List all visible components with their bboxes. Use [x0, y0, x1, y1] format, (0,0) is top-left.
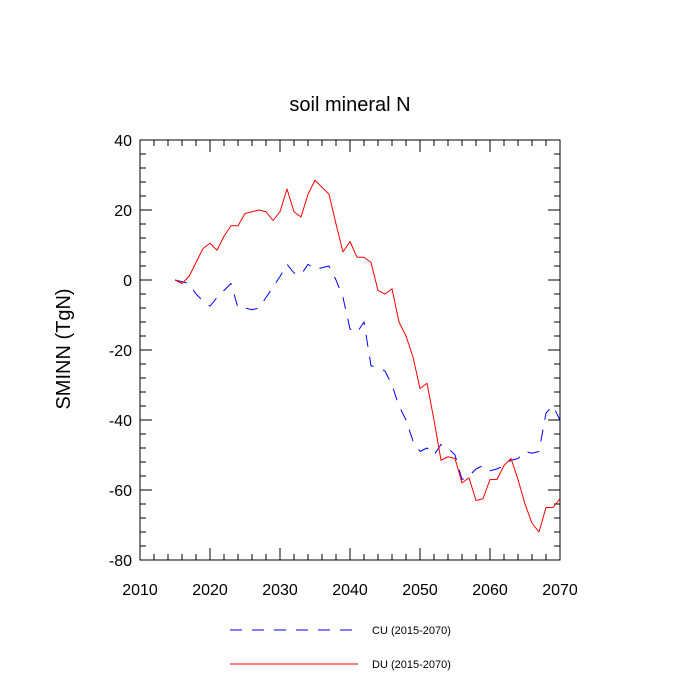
legend: CU (2015-2070) DU (2015-2070) [230, 625, 451, 671]
y-tick-label: -40 [109, 413, 132, 430]
y-tick-label: 20 [114, 203, 132, 220]
y-axis-label: SMINN (TgN) [53, 288, 75, 409]
y-tick-label: -60 [109, 483, 132, 500]
x-tick-label: 2030 [262, 582, 298, 599]
y-tick-label: -20 [109, 343, 132, 360]
series-line-du [174, 179, 561, 533]
legend-label-du: DU (2015-2070) [372, 659, 451, 671]
chart-title: soil mineral N [289, 94, 410, 116]
y-tick-label: 0 [123, 273, 132, 290]
x-tick-label: 2070 [542, 582, 578, 599]
x-tick-label: 2050 [402, 582, 438, 599]
x-tick-label: 2020 [192, 582, 228, 599]
legend-label-cu: CU (2015-2070) [372, 625, 451, 637]
x-tick-label: 2060 [472, 582, 508, 599]
series-line-cu [174, 263, 561, 480]
y-tick-label: -80 [109, 553, 132, 570]
plot-frame [139, 139, 561, 561]
y-tick-label: 40 [114, 133, 132, 150]
x-tick-label: 2040 [332, 582, 368, 599]
x-tick-label: 2010 [122, 582, 158, 599]
